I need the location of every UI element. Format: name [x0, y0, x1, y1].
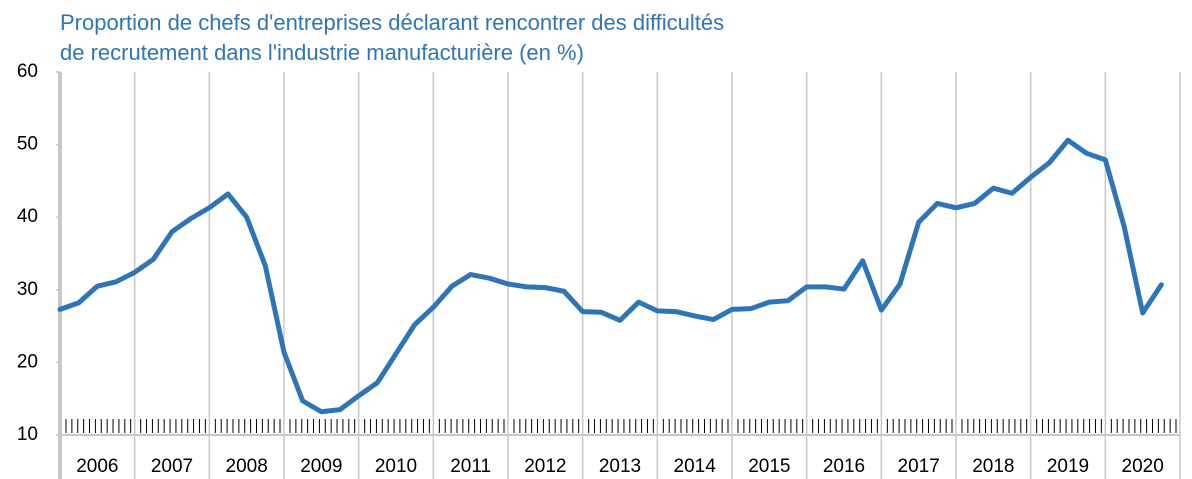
x-tick-label: 2020: [1122, 456, 1164, 477]
y-tick-label: 10: [17, 424, 38, 445]
x-tick-label: 2008: [226, 456, 268, 477]
x-tick-label: 2017: [898, 456, 940, 477]
x-tick-label: 2019: [1047, 456, 1089, 477]
x-tick-label: 2016: [823, 456, 865, 477]
x-tick-label: 2011: [450, 456, 491, 477]
x-tick-label: 2012: [524, 456, 566, 477]
y-tick-label: 20: [17, 351, 38, 372]
x-tick-label: 2007: [151, 456, 193, 477]
y-tick-label: 50: [17, 134, 38, 155]
x-tick-label: 2014: [674, 456, 717, 477]
y-tick-label: 30: [17, 279, 38, 300]
x-tick-label: 2010: [375, 456, 417, 477]
x-tick-label: 2006: [76, 456, 118, 477]
y-tick-label: 60: [17, 61, 38, 82]
y-tick-label: 40: [17, 206, 38, 227]
line-series: [57, 137, 1164, 415]
x-tick-label: 2013: [599, 456, 641, 477]
x-tick-label: 2015: [748, 456, 790, 477]
chart-title: Proportion de chefs d'entreprises déclar…: [60, 10, 724, 35]
x-tick-label: 2009: [300, 456, 342, 477]
x-tick-label: 2018: [972, 456, 1014, 477]
chart-title: de recrutement dans l'industrie manufact…: [60, 40, 584, 65]
